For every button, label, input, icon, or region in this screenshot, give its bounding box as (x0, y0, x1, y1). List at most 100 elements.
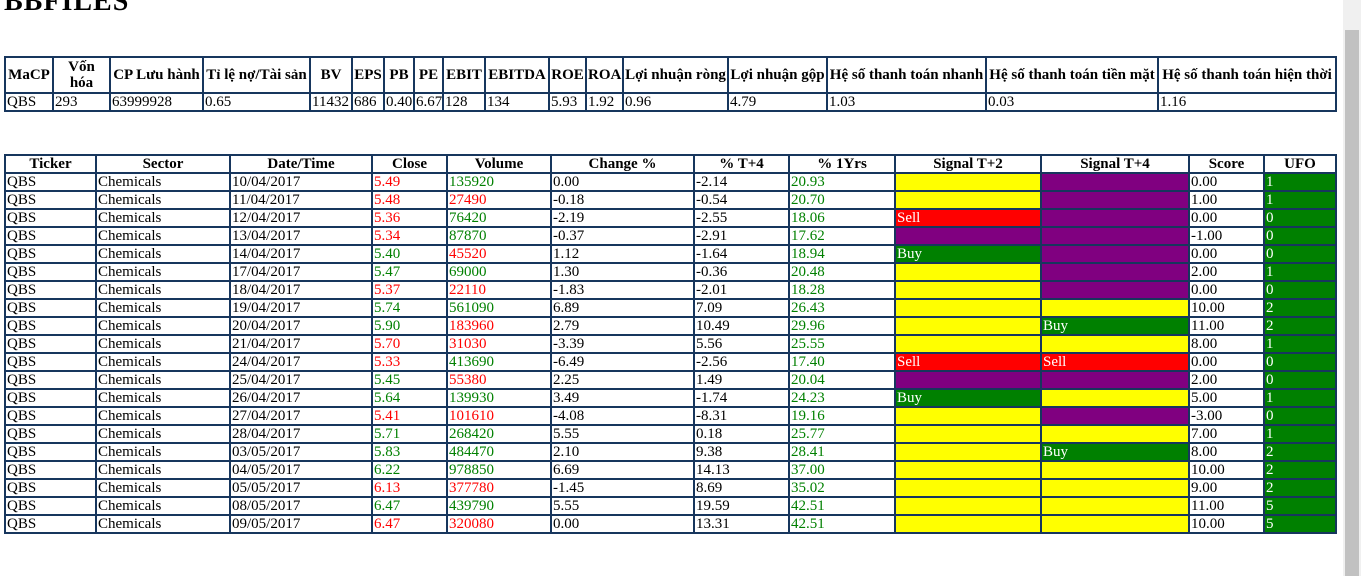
column-header: Hệ số thanh toán hiện thời (1157, 56, 1337, 94)
change-1yr: 18.94 (788, 244, 896, 264)
data-row: QBS Chemicals 17/04/2017 5.47 69000 1.30 -0.36… (4, 262, 1337, 282)
signal (1040, 244, 1190, 264)
close: 5.47 (371, 262, 448, 282)
column-header: Volume (446, 154, 552, 174)
column-header: Signal T+2 (894, 154, 1042, 174)
date: 04/05/2017 (229, 460, 373, 480)
change-t4: -2.55 (693, 208, 790, 228)
data-row: QBS Chemicals 25/04/2017 5.45 55380 2.25 1.49 2… (4, 370, 1337, 390)
change-1yr: 17.40 (788, 352, 896, 372)
ufo: 1 (1263, 388, 1337, 408)
close: 6.22 (371, 460, 448, 480)
ticker: QBS (4, 496, 97, 516)
volume: 413690 (446, 352, 552, 372)
ticker: QBS (4, 334, 97, 354)
signal (1040, 424, 1190, 444)
score: 0.00 (1188, 172, 1265, 192)
ticker: QBS (4, 298, 97, 318)
change-1yr: 25.77 (788, 424, 896, 444)
change: -6.49 (550, 352, 695, 372)
ufo: 0 (1263, 406, 1337, 426)
sector: Chemicals (95, 478, 231, 498)
volume: 31030 (446, 334, 552, 354)
column-header: Date/Time (229, 154, 373, 174)
column-header: EBITDA (484, 56, 550, 94)
signal (894, 226, 1042, 246)
score: -1.00 (1188, 226, 1265, 246)
ufo: 2 (1263, 298, 1337, 318)
close: 5.64 (371, 388, 448, 408)
header-row: MaCP Vốn hóa CP Lưu hành Tỉ lệ nợ/Tài sản BV… (4, 56, 1337, 94)
change-1yr: 29.96 (788, 316, 896, 336)
change-1yr: 20.93 (788, 172, 896, 192)
signal (894, 370, 1042, 390)
change: 2.10 (550, 442, 695, 462)
signal: Buy (1040, 442, 1190, 462)
cell: 1.16 (1157, 92, 1337, 112)
column-header: Ticker (4, 154, 97, 174)
change-1yr: 20.04 (788, 370, 896, 390)
ticker: QBS (4, 226, 97, 246)
change: -3.39 (550, 334, 695, 354)
sector: Chemicals (95, 424, 231, 444)
ticker: QBS (4, 208, 97, 228)
cell: 0.65 (202, 92, 311, 112)
date: 11/04/2017 (229, 190, 373, 210)
data-row: QBS Chemicals 10/04/2017 5.49 135920 0.00 -2.1… (4, 172, 1337, 192)
scrollbar[interactable] (1343, 0, 1361, 576)
signal (1040, 280, 1190, 300)
data-row: QBS Chemicals 11/04/2017 5.48 27490 -0.18 -0.5… (4, 190, 1337, 210)
volume: 135920 (446, 172, 552, 192)
signal (1040, 190, 1190, 210)
change: 2.25 (550, 370, 695, 390)
ticker: QBS (4, 514, 97, 534)
data-row: QBS 293 63999928 0.65 11432 686 0.40 6.67 128 134… (4, 92, 1337, 112)
signal: Sell (894, 352, 1042, 372)
signal (1040, 172, 1190, 192)
data-row: QBS Chemicals 05/05/2017 6.13 377780 -1.45 8.6… (4, 478, 1337, 498)
column-header: MaCP (4, 56, 54, 94)
change-t4: -1.64 (693, 244, 790, 264)
data-row: QBS Chemicals 19/04/2017 5.74 561090 6.89 7.09… (4, 298, 1337, 318)
close: 5.41 (371, 406, 448, 426)
ufo: 2 (1263, 316, 1337, 336)
sector: Chemicals (95, 334, 231, 354)
signal (1040, 388, 1190, 408)
signal (1040, 460, 1190, 480)
date: 26/04/2017 (229, 388, 373, 408)
change-t4: 5.56 (693, 334, 790, 354)
scroll-thumb[interactable] (1345, 30, 1359, 576)
signal (1040, 226, 1190, 246)
sector: Chemicals (95, 172, 231, 192)
ufo: 5 (1263, 496, 1337, 516)
ticker: QBS (4, 424, 97, 444)
cell: 1.03 (826, 92, 987, 112)
date: 03/05/2017 (229, 442, 373, 462)
ticker: QBS (4, 388, 97, 408)
signal (894, 442, 1042, 462)
data-row: QBS Chemicals 18/04/2017 5.37 22110 -1.83 -2.0… (4, 280, 1337, 300)
ufo: 0 (1263, 226, 1337, 246)
data-row: QBS Chemicals 26/04/2017 5.64 139930 3.49 -1.7… (4, 388, 1337, 408)
ticker: QBS (4, 370, 97, 390)
change-t4: 7.09 (693, 298, 790, 318)
change-t4: 10.49 (693, 316, 790, 336)
signal (894, 316, 1042, 336)
ticker: QBS (4, 352, 97, 372)
signal (894, 514, 1042, 534)
cell: 4.79 (727, 92, 828, 112)
column-header: CP Lưu hành (109, 56, 204, 94)
signal (894, 190, 1042, 210)
column-header: UFO (1263, 154, 1337, 174)
change-1yr: 20.48 (788, 262, 896, 282)
column-header: Close (371, 154, 448, 174)
volume: 268420 (446, 424, 552, 444)
score: 9.00 (1188, 478, 1265, 498)
close: 5.36 (371, 208, 448, 228)
ufo: 1 (1263, 172, 1337, 192)
column-header: % T+4 (693, 154, 790, 174)
column-header: Change % (550, 154, 695, 174)
volume: 978850 (446, 460, 552, 480)
sector: Chemicals (95, 388, 231, 408)
change-1yr: 17.62 (788, 226, 896, 246)
